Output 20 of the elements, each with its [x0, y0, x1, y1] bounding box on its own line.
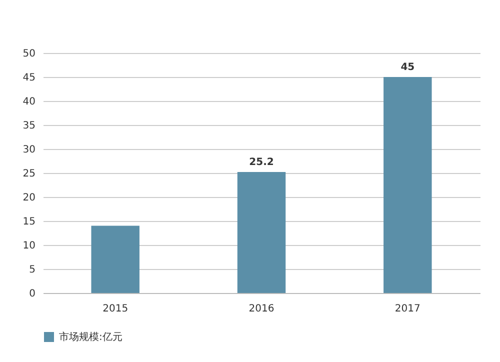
y-tick-label: 10 — [22, 240, 36, 252]
y-tick-label: 15 — [22, 216, 36, 228]
legend-label: 市场规模:亿元 — [59, 331, 122, 343]
x-tick-label: 2016 — [248, 304, 274, 314]
y-tick-label: 45 — [22, 72, 36, 84]
x-tick-label: 2015 — [102, 304, 128, 314]
data-label: 25.2 — [249, 157, 274, 168]
y-tick-label: 0 — [29, 288, 36, 300]
y-tick-label: 25 — [22, 168, 36, 180]
bar — [91, 226, 140, 293]
y-tick-label: 5 — [29, 264, 36, 276]
data-label: 45 — [400, 62, 415, 73]
bar — [384, 77, 432, 293]
y-tick-label: 35 — [22, 120, 36, 132]
y-tick-label: 30 — [22, 144, 36, 156]
y-tick-label: 20 — [22, 192, 36, 204]
bar — [237, 172, 286, 293]
y-tick-label: 50 — [22, 48, 36, 60]
y-tick-label: 40 — [22, 96, 36, 108]
x-tick-label: 2017 — [394, 304, 420, 314]
